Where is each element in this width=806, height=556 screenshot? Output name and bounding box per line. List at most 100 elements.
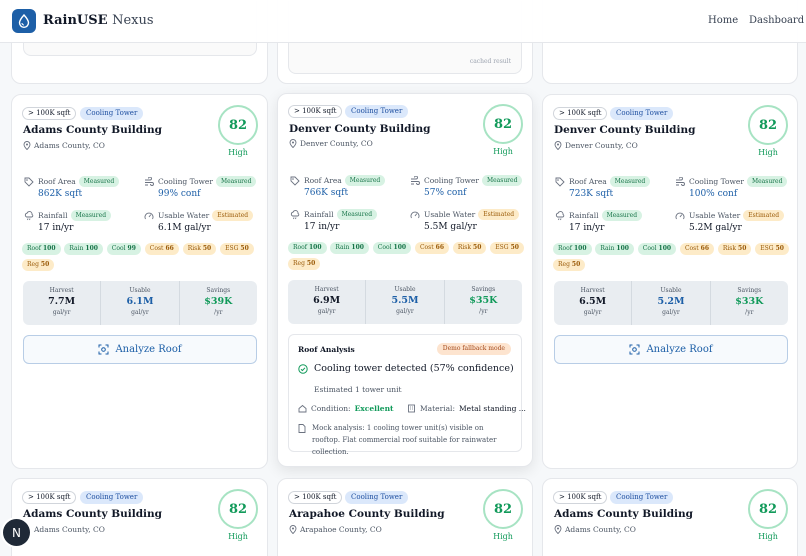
stat-unit: gal/yr: [317, 308, 336, 315]
metric-value: 5.2M gal/yr: [689, 223, 742, 233]
chip-value: 66: [700, 245, 709, 252]
building-location: Adams County, CO: [23, 525, 105, 534]
building-name: Arapahoe County Building: [289, 508, 445, 520]
building-location: Arapahoe County, CO: [289, 525, 382, 534]
chip-value: 50: [473, 244, 482, 251]
score-ring: 82: [218, 105, 258, 145]
chip-label: Risk: [722, 245, 737, 252]
stat-unit: /yr: [479, 308, 488, 315]
roof-material: Material: Metal standing ...: [407, 404, 526, 413]
user-avatar[interactable]: N: [3, 519, 30, 546]
savings-summary: Harvest 7.7M gal/yr Usable 6.1M gal/yr Savin…: [23, 281, 257, 325]
score-chip-cost: Cost 66: [144, 243, 179, 255]
measured-badge: Measured: [336, 209, 378, 220]
nav-home-link[interactable]: Home: [708, 15, 739, 26]
chip-label: ESG: [225, 245, 239, 252]
tag-icon: [24, 177, 34, 187]
chip-label: Reg: [293, 260, 305, 267]
detection-text: Cooling tower detected (57% confidence): [314, 363, 514, 374]
material-value: Metal standing ...: [458, 404, 526, 413]
stat-label: Usable: [660, 287, 682, 294]
top-nav-bar: RainUSE Nexus Home Dashboard: [0, 0, 806, 43]
stat-label: Usable: [129, 287, 151, 294]
chip-value: 50: [306, 260, 316, 267]
stat-value: 7.7M: [48, 296, 76, 307]
metric-value: 862K sqft: [38, 189, 83, 199]
chip-label: Roof: [293, 244, 307, 251]
metric-label: Cooling Tower: [689, 177, 744, 186]
building-card[interactable]: > 100K sqft Cooling Tower Denver County …: [542, 94, 798, 469]
chip-label: Cost: [149, 245, 164, 252]
location-text: Adams County, CO: [34, 525, 105, 534]
chip-value: 100: [658, 245, 672, 252]
metric-label: Roof Area: [304, 176, 342, 185]
condition-label: Condition:: [311, 404, 351, 413]
metric-value: 5.5M gal/yr: [424, 222, 477, 232]
detection-result: Cooling tower detected (57% confidence): [298, 363, 514, 374]
score-chip-rain: Rain 100: [64, 243, 103, 255]
score-chip-rain: Rain 100: [595, 243, 634, 255]
building-icon: [408, 404, 415, 413]
score-chip-roof: Roof 100: [22, 243, 61, 255]
chip-value: 50: [738, 245, 747, 252]
building-location: Denver County, CO: [554, 141, 638, 150]
document-icon: [298, 424, 306, 433]
analysis-title: Roof Analysis: [298, 345, 355, 354]
building-card[interactable]: > 100K sqft Cooling Tower Adams County B…: [11, 94, 268, 469]
chip-value: 100: [42, 245, 56, 252]
cached-result-label: cached result: [469, 58, 511, 65]
score-chip-esg: ESG 50: [220, 243, 254, 255]
metric-label: Usable Water: [424, 210, 476, 219]
map-pin-icon: [289, 525, 297, 534]
building-card[interactable]: > 100K sqft Cooling Tower Adams County B…: [542, 478, 798, 556]
map-pin-icon: [289, 139, 297, 148]
size-tag: > 100K sqft: [288, 105, 343, 118]
location-text: Arapahoe County, CO: [300, 525, 382, 534]
stat-value: 5.5M: [391, 295, 419, 306]
score-chip-cool: Cool 99: [106, 243, 141, 255]
score-label: High: [493, 147, 513, 156]
stat-label: Savings: [206, 287, 231, 294]
wind-icon: [411, 176, 420, 185]
wind-icon: [676, 177, 685, 186]
stat-label: Usable: [394, 286, 416, 293]
building-name: Denver County Building: [554, 124, 696, 136]
building-card[interactable]: > 100K sqft Cooling Tower Adams County B…: [11, 478, 268, 556]
building-location: Denver County, CO: [289, 139, 373, 148]
condition-value: Excellent: [354, 404, 394, 413]
stat-value: $33K: [735, 296, 764, 307]
score-label: High: [758, 532, 778, 541]
metric-label: Usable Water: [689, 211, 741, 220]
nav-dashboard-link[interactable]: Dashboard: [749, 15, 805, 26]
size-tag: > 100K sqft: [22, 491, 77, 504]
stat-unit: /yr: [214, 309, 223, 316]
score-chips: Roof 100 Rain 100 Cool 99 Cost 66 Risk 50 ESG…: [22, 243, 260, 275]
building-card[interactable]: > 100K sqft Cooling Tower Arapahoe Count…: [277, 478, 533, 556]
analyze-roof-label: Analyze Roof: [646, 344, 713, 355]
stat-savings: Savings $35K/yr: [443, 280, 522, 324]
analyze-roof-button[interactable]: Analyze Roof: [23, 335, 257, 364]
chip-label: ESG: [760, 245, 774, 252]
chip-label: Cool: [642, 245, 657, 252]
cloud-rain-icon: [290, 210, 300, 220]
stat-unit: gal/yr: [662, 309, 680, 316]
score-label: High: [228, 532, 248, 541]
metric-value: 6.1M gal/yr: [158, 223, 211, 233]
measured-badge: Measured: [609, 176, 651, 187]
building-card[interactable]: > 100K sqft Cooling Tower Denver County …: [277, 93, 533, 467]
metric-value: 17 in/yr: [304, 222, 340, 232]
size-tag: > 100K sqft: [553, 107, 608, 120]
stat-unit: gal/yr: [583, 309, 602, 316]
tag-icon: [555, 177, 565, 187]
stat-harvest: Harvest 6.9M gal/yr: [288, 280, 365, 324]
chip-value: 100: [85, 245, 98, 252]
location-text: Denver County, CO: [565, 141, 638, 150]
chip-label: Reg: [558, 261, 570, 268]
chip-label: Rain: [335, 244, 350, 251]
analyze-roof-button[interactable]: Analyze Roof: [554, 335, 788, 364]
home-icon: [298, 404, 307, 413]
metric-label: Rainfall: [304, 210, 334, 219]
score-ring: 82: [748, 489, 788, 529]
cloud-rain-icon: [555, 211, 565, 221]
logo[interactable]: [12, 9, 36, 33]
